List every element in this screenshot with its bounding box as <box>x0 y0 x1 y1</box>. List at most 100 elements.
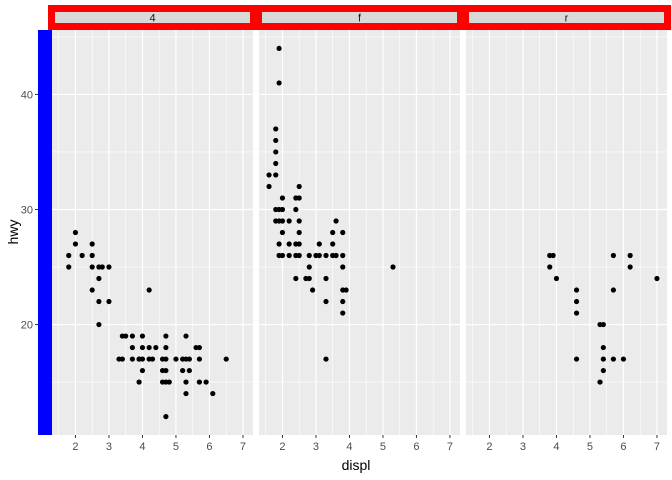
x-axis-title: displ <box>342 457 371 473</box>
data-point <box>323 252 329 259</box>
data-point <box>600 344 606 351</box>
data-point <box>627 252 633 259</box>
data-point <box>119 356 125 362</box>
x-tick-label: 4 <box>346 441 352 453</box>
x-tick-label: 6 <box>206 441 212 453</box>
data-point <box>306 264 312 270</box>
data-point <box>266 172 272 178</box>
data-point <box>163 356 169 362</box>
data-point <box>163 333 169 339</box>
data-point <box>390 264 396 270</box>
strip-label: f <box>358 13 362 25</box>
data-point <box>330 229 336 236</box>
panel-background <box>259 30 460 435</box>
panel-f: f 2 3 4 5 6 7 <box>255 5 464 453</box>
data-point <box>99 264 105 270</box>
data-point <box>89 287 95 293</box>
data-point <box>323 275 329 282</box>
data-point <box>627 264 633 270</box>
x-tick-label: 2 <box>486 441 492 453</box>
data-point <box>316 241 322 247</box>
data-point <box>293 275 299 282</box>
x-tick-label: 5 <box>173 441 179 453</box>
data-point <box>210 390 216 397</box>
data-point <box>223 356 229 362</box>
data-point <box>96 275 102 282</box>
data-point <box>600 321 606 328</box>
data-point <box>149 356 156 362</box>
data-point <box>163 413 169 420</box>
data-point <box>279 218 286 224</box>
panel-4: 4 2 3 4 5 6 7 <box>48 5 257 453</box>
data-point <box>72 241 79 247</box>
data-point <box>597 379 603 385</box>
x-tick-label: 4 <box>139 441 145 453</box>
data-point <box>163 367 169 374</box>
data-point <box>163 344 169 351</box>
data-point <box>66 252 72 259</box>
data-point <box>296 218 302 224</box>
data-point <box>106 264 112 270</box>
data-point <box>123 333 129 339</box>
data-point <box>183 390 189 397</box>
data-point <box>106 298 112 305</box>
data-point <box>340 310 346 316</box>
data-point <box>573 298 580 305</box>
data-point <box>276 241 282 247</box>
data-point <box>139 333 146 339</box>
data-point <box>196 379 202 385</box>
x-tick-label: 4 <box>553 441 559 453</box>
y-tick-label: 20 <box>21 320 33 332</box>
data-point <box>286 241 292 247</box>
data-point <box>129 356 135 362</box>
data-point <box>273 126 279 132</box>
data-point <box>173 356 179 362</box>
data-point <box>79 252 85 259</box>
x-tick-label: 7 <box>654 441 660 453</box>
data-point <box>286 218 292 224</box>
data-point <box>600 356 606 362</box>
data-point <box>310 287 316 293</box>
strip-label: r <box>565 13 569 25</box>
x-tick-label: 3 <box>313 441 319 453</box>
y-axis: 20 30 40 <box>21 30 52 435</box>
x-tick-label: 7 <box>240 441 246 453</box>
data-point <box>129 344 135 351</box>
data-point <box>573 356 580 362</box>
data-point <box>293 206 299 213</box>
data-point <box>333 252 339 259</box>
data-point <box>296 183 302 190</box>
data-point <box>203 379 209 385</box>
y-axis-title: hwy <box>5 220 21 245</box>
data-point <box>146 344 152 351</box>
data-point <box>306 275 312 282</box>
data-point <box>66 264 72 270</box>
data-point <box>196 344 202 351</box>
data-point <box>139 344 146 351</box>
data-point <box>273 160 279 167</box>
data-point <box>186 367 192 374</box>
data-point <box>340 298 346 305</box>
strip-background <box>55 12 250 23</box>
data-point <box>286 252 292 259</box>
data-point <box>273 149 279 155</box>
data-point <box>316 252 322 259</box>
data-point <box>186 356 192 362</box>
data-point <box>323 356 329 362</box>
data-point <box>139 367 146 374</box>
data-point <box>166 379 172 385</box>
data-point <box>610 252 617 259</box>
data-point <box>330 241 336 247</box>
panel-background <box>466 30 667 435</box>
x-tick-label: 3 <box>520 441 526 453</box>
data-point <box>620 356 627 362</box>
strip-background <box>262 12 457 23</box>
x-tick-label: 5 <box>587 441 593 453</box>
data-point <box>296 229 302 236</box>
strip-background <box>469 12 664 23</box>
data-point <box>573 287 580 293</box>
data-point <box>279 206 286 213</box>
data-point <box>136 379 142 385</box>
data-point <box>196 356 202 362</box>
data-point <box>323 298 329 305</box>
